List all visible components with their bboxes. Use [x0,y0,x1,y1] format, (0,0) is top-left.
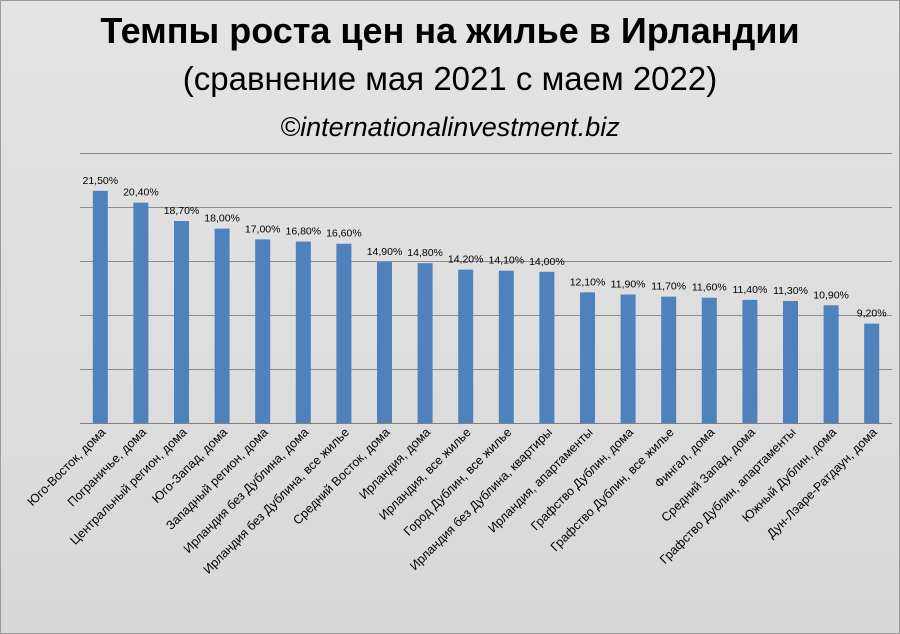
value-label: 14,20% [448,254,484,266]
bar [498,270,514,423]
bar [92,190,108,423]
value-label: 16,80% [285,226,321,238]
value-label: 14,90% [367,246,403,258]
value-label: 11,70% [651,281,686,293]
bar [864,323,880,423]
grid-lines [80,153,892,424]
bar [255,239,271,423]
bar [701,297,717,423]
chart-title: Темпы роста цен на жилье в Ирландии [100,10,800,51]
value-labels: 21,50% 20,40% 18,70% 18,00% 17,00% 16,80% 16,6… [82,175,886,320]
value-label: 11,30% [773,285,808,297]
bar [377,262,392,423]
bar [214,228,230,423]
bar [458,269,474,423]
value-label: 18,70% [164,205,200,217]
value-label: 10,90% [813,289,849,301]
value-label: 14,00% [529,256,565,268]
bar [539,271,555,423]
bar [620,294,636,423]
bar [174,221,189,423]
value-label: 12,10% [570,276,606,288]
value-label: 18,00% [204,213,240,225]
value-label: 17,00% [245,223,281,235]
chart-source: ©internationalinvestment.biz [280,112,620,142]
bar [783,300,798,423]
category-label: Юго-Запад, дома [149,425,230,506]
bars [92,190,880,423]
value-label: 11,40% [732,284,767,296]
category-label: Юго-Восток, дома [25,425,109,509]
bar [133,202,149,423]
value-label: 16,60% [326,228,362,240]
category-label: Ирландия без Дублина, все жилье [201,425,352,576]
bar [742,299,758,423]
value-label: 21,50% [82,175,118,187]
value-label: 11,90% [611,278,646,290]
value-label: 14,10% [488,255,524,267]
bar [417,263,433,423]
bar [661,296,677,423]
value-label: 9,20% [857,308,887,320]
bar [336,243,352,423]
value-label: 11,60% [692,282,727,294]
value-label: 20,40% [123,187,159,199]
bar [823,305,839,423]
chart-subtitle: (сравнение мая 2021 с маем 2022) [182,60,718,97]
value-label: 14,80% [407,247,443,259]
bar [580,292,595,423]
category-label: Ирландия, дома [357,425,434,502]
bar [295,241,311,423]
